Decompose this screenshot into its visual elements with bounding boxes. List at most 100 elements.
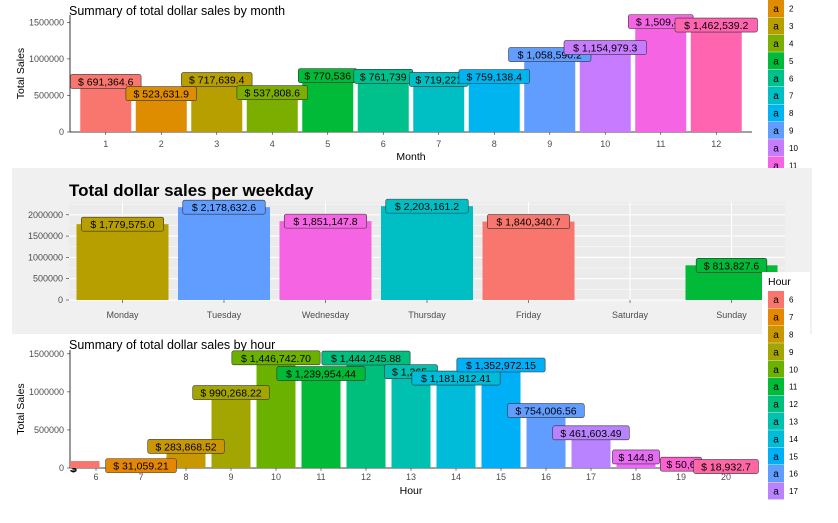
legend-entry: 15 [789, 452, 798, 461]
legend-key [768, 34, 784, 52]
data-label: $ 1,840,340.7 [496, 217, 560, 229]
bar-5 [302, 75, 354, 132]
x-tick-label: 8 [183, 472, 188, 482]
x-tick-label: 13 [406, 472, 416, 482]
data-label: $ 813,827.6 [704, 260, 760, 272]
data-label: $ 1,851,147.8 [293, 216, 357, 228]
legend-key [768, 291, 784, 308]
x-tick-label: 19 [676, 472, 686, 482]
legend-key-glyph: a [773, 417, 779, 428]
data-label-box [125, 86, 197, 102]
bar-11 [301, 373, 341, 468]
legend-entry: 17 [789, 487, 798, 496]
legend-entry: 16 [789, 470, 798, 479]
legend-entry: 8 [789, 109, 794, 118]
y-axis-title: Total Sales [15, 383, 27, 434]
legend-key [768, 139, 784, 157]
legend-key-glyph: a [773, 365, 779, 376]
data-label: $ 759,138.4 [467, 71, 523, 83]
chart-3: Summary of total dollar sales by hour 0 50… [15, 272, 810, 518]
data-label-box [80, 216, 165, 232]
legend-entry: 3 [789, 22, 794, 31]
x-tick-label: 11 [316, 472, 325, 482]
data-label: $ 719,221 [415, 74, 462, 86]
x-tick-label: Monday [106, 310, 139, 320]
bar-9 [524, 54, 576, 132]
data-label-box [147, 439, 225, 454]
bar-11 [635, 21, 687, 132]
data-label: $ 461,603.49 [560, 428, 621, 440]
bar-7 [413, 79, 465, 132]
data-label-box [674, 17, 758, 33]
data-label: $ 717,639.4 [189, 75, 245, 87]
data-label: $ 1,779,575.0 [90, 219, 154, 231]
legend-key-glyph: a [773, 347, 779, 358]
legend-key [768, 378, 784, 395]
x-tick-label: 14 [451, 472, 461, 482]
legend-key-glyph: a [773, 469, 779, 480]
x-tick-label: 11 [656, 139, 665, 149]
data-label: $ 1,509,49 [636, 17, 686, 29]
data-label: $ 523,631.9 [134, 89, 190, 101]
bar-Friday [482, 221, 575, 300]
legend-key-glyph: a [773, 126, 779, 137]
legend-key-glyph: a [773, 39, 779, 50]
legend-key [768, 52, 784, 70]
legend-key-glyph: a [773, 330, 779, 341]
legend-entry: 9 [789, 127, 794, 136]
legend-key-glyph: a [773, 382, 779, 393]
data-label-box [70, 74, 142, 89]
data-label-box [321, 350, 411, 366]
data-label-box [695, 258, 768, 273]
legend-key-glyph: a [773, 434, 779, 445]
bar-1 [80, 81, 132, 132]
data-label: $ 18,932.7 [701, 462, 751, 474]
data-label-box [563, 40, 647, 55]
data-label: $ 990,268.22 [200, 388, 261, 400]
x-tick-label: 4 [270, 139, 275, 149]
legend-key [768, 87, 784, 104]
legend-key-glyph: a [773, 109, 779, 120]
bar-8 [468, 76, 520, 132]
legend-key-glyph: a [773, 22, 779, 33]
legend-key-glyph: a [773, 295, 779, 306]
data-label: $ 2,178,632.6 [192, 202, 256, 214]
bar-Monday [76, 224, 169, 300]
x-tick-label: 9 [547, 139, 552, 149]
x-tick-label: 12 [711, 139, 721, 149]
x-tick-label: Thursday [408, 310, 446, 320]
x-tick-label: 2 [159, 139, 164, 149]
data-label: $ 1,239,954.44 [286, 369, 356, 381]
legend-entry: 7 [789, 92, 794, 101]
x-tick-label: 1 [103, 139, 108, 149]
x-tick-label: 7 [138, 472, 143, 482]
legend-key-glyph: a [773, 91, 779, 102]
data-label: $ 1,154,979.3 [573, 43, 637, 55]
x-tick-label: 10 [600, 139, 610, 149]
y-tick-label: 1000000 [29, 54, 64, 64]
y-tick-label: 500000 [34, 425, 64, 435]
legend-key-glyph: a [773, 487, 779, 498]
x-tick-label: Friday [516, 310, 542, 320]
data-label-box [105, 458, 177, 473]
data-label: $ 1,446,742.70 [241, 353, 311, 365]
bar-6 [357, 76, 409, 132]
x-tick-label: 9 [228, 472, 233, 482]
bar-Tuesday [178, 207, 270, 300]
y-tick-label: 500000 [33, 274, 63, 284]
y-tick-label: 0 [59, 463, 64, 473]
legend-key [768, 395, 784, 413]
legend-key-glyph: a [773, 4, 779, 15]
y-tick-label: 1500000 [29, 17, 64, 27]
x-tick-label: 3 [214, 139, 219, 149]
legend-key-glyph: a [773, 452, 779, 463]
data-label-box [182, 199, 266, 215]
legend-entry: 10 [789, 144, 798, 153]
y-tick-label: 500000 [34, 90, 64, 100]
legend-entry: 11 [789, 161, 798, 170]
bar-9 [211, 392, 251, 468]
legend-key [768, 69, 784, 87]
x-tick-label: 12 [361, 472, 371, 482]
legend-entry: 12 [789, 400, 798, 409]
